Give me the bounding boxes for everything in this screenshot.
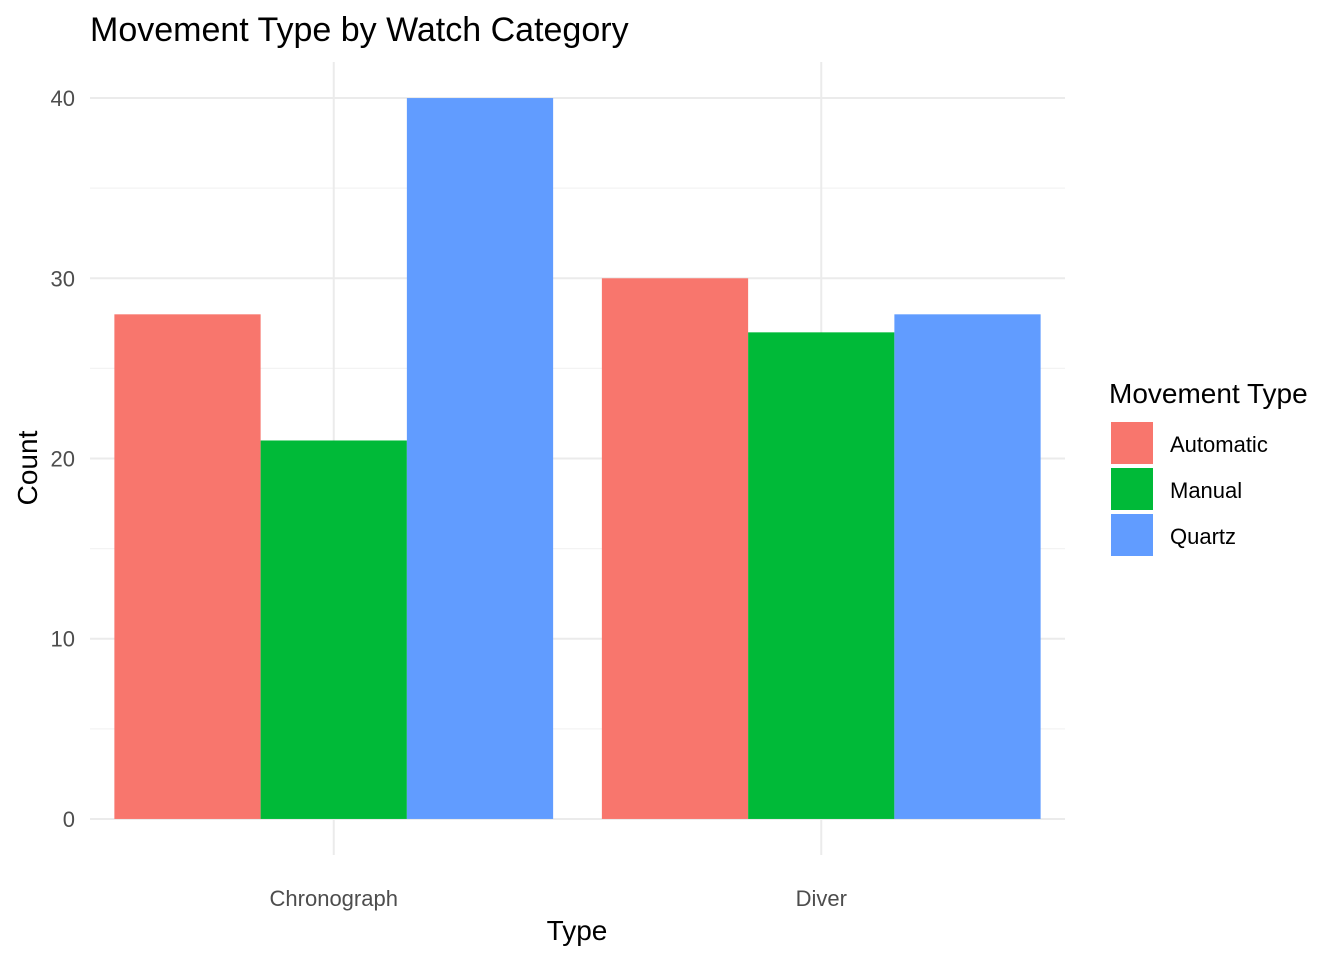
legend-title: Movement Type [1109, 378, 1308, 409]
bars [114, 98, 1041, 819]
y-axis-ticks: 0 10 20 30 40 [51, 86, 75, 832]
bar-manual-diver [748, 332, 895, 819]
chart-title: Movement Type by Watch Category [90, 11, 629, 49]
y-axis-title: Count [12, 430, 43, 505]
legend-label-automatic: Automatic [1170, 432, 1268, 457]
y-tick-label: 20 [51, 447, 75, 472]
bar-quartz-diver [894, 314, 1041, 819]
y-tick-label: 0 [63, 807, 75, 832]
x-axis-title: Type [547, 915, 608, 946]
x-tick-label: Diver [796, 886, 847, 911]
legend-label-quartz: Quartz [1170, 524, 1236, 549]
y-tick-label: 30 [51, 266, 75, 291]
bar-manual-chronograph [260, 440, 407, 819]
legend: Movement Type Automatic Manual Quartz [1109, 378, 1308, 556]
bar-automatic-diver [601, 278, 749, 819]
legend-key-quartz [1111, 514, 1153, 556]
x-axis-ticks: Chronograph Diver [270, 886, 847, 911]
legend-label-manual: Manual [1170, 478, 1242, 503]
bar-automatic-chronograph [114, 314, 261, 819]
x-tick-label: Chronograph [270, 886, 398, 911]
legend-items: Automatic Manual Quartz [1111, 422, 1268, 556]
y-tick-label: 40 [51, 86, 75, 111]
bar-quartz-chronograph [406, 98, 554, 819]
y-tick-label: 10 [51, 627, 75, 652]
legend-key-manual [1111, 468, 1153, 510]
legend-key-automatic [1111, 422, 1153, 464]
